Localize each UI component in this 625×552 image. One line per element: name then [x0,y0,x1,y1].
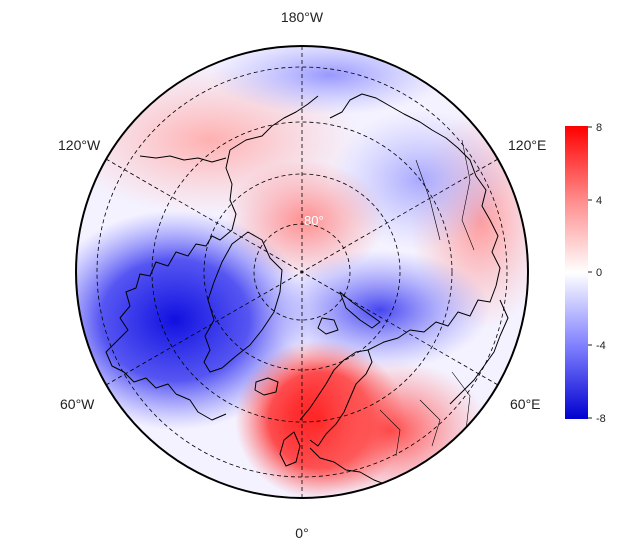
coastlines [105,93,509,487]
colorbar-tick: 8 [596,122,602,134]
svalbard [317,317,339,335]
colorbar-gradient [565,126,588,419]
chukotka-coast [329,93,421,123]
colorbar: 8 4 0 -4 -8 [565,122,606,425]
siberia-coast [419,121,501,287]
lon-label-upper-right: 120°E [508,137,546,153]
latitude-label-80: 80° [304,213,324,228]
anomaly-field [76,46,528,498]
latitude-circle-70 [203,173,401,371]
colorbar-tick: -8 [596,413,606,425]
canada-arctic-coast [225,149,237,231]
scandinavia-coast [299,349,373,447]
map-boundary [75,45,529,499]
canadian-archipelago [115,229,233,343]
lon-label-top: 180°W [281,9,324,25]
meridian-60e-120w [105,158,499,386]
greenland-coast [203,231,283,373]
hudson-bay-coast [105,341,177,395]
british-isles [279,431,301,467]
anomaly-barents [270,250,490,370]
lon-label-upper-left: 120°W [58,137,101,153]
aleutians [139,155,227,163]
labrador-coast [175,393,227,421]
colorbar-tick: -4 [596,340,606,352]
novaya-zemlya [339,291,381,329]
colorbar-tick: 0 [596,267,602,279]
lon-label-lower-left: 60°W [60,396,95,412]
alaska-coast [229,95,319,151]
lon-label-lower-right: 60°E [510,396,541,412]
anomaly-europe [290,360,490,498]
asia-coast-east [449,299,509,405]
iceland-coast [254,377,279,396]
latitude-circle-50 [96,66,508,478]
national-borders [379,139,475,457]
russia-arctic-coast [367,285,497,351]
lon-label-bottom: 0° [295,525,308,541]
colorbar-tick: 4 [596,195,602,207]
anomaly-canada-greenland [76,210,310,430]
